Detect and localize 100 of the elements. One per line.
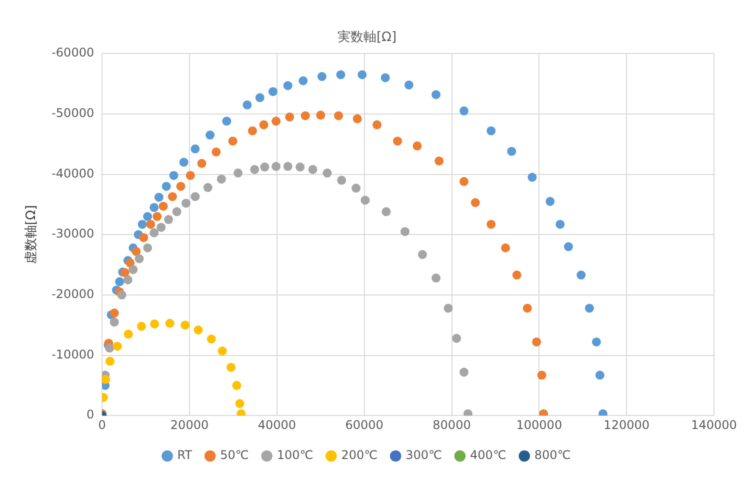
point — [255, 93, 264, 102]
point — [105, 356, 114, 366]
point — [222, 116, 232, 126]
point — [546, 196, 555, 206]
point — [334, 111, 344, 120]
legend-label: 200℃ — [341, 448, 378, 462]
point — [134, 254, 144, 264]
point — [132, 246, 141, 256]
point — [322, 168, 332, 178]
point — [218, 346, 227, 356]
legend-label: 300℃ — [406, 448, 442, 462]
point — [372, 120, 382, 130]
point — [316, 110, 326, 120]
point — [164, 215, 174, 224]
point — [507, 146, 516, 156]
point — [150, 202, 159, 212]
point — [537, 370, 546, 380]
point — [296, 162, 305, 172]
point — [285, 112, 294, 122]
point — [486, 126, 496, 136]
point — [522, 304, 532, 313]
legend-label: 100℃ — [276, 448, 314, 462]
point — [412, 141, 422, 150]
point — [501, 243, 510, 252]
y-axis-title: 虚数軸[Ω] — [24, 205, 40, 264]
point — [432, 90, 441, 100]
point — [358, 70, 367, 80]
point — [380, 73, 390, 82]
point — [232, 380, 242, 390]
point — [532, 337, 542, 346]
point — [272, 162, 281, 171]
point — [393, 136, 402, 146]
y-tick-label: -10000 — [52, 347, 94, 362]
point — [152, 212, 162, 221]
point — [162, 182, 171, 191]
point — [138, 220, 147, 229]
x-tick-label: 60000 — [345, 418, 384, 432]
point — [146, 220, 156, 229]
point — [317, 72, 326, 82]
point — [143, 212, 152, 221]
point — [352, 184, 361, 193]
point — [203, 183, 212, 192]
y-tick-label: -30000 — [52, 226, 94, 241]
point — [592, 337, 601, 346]
point — [336, 70, 346, 80]
x-tick-label: 120000 — [604, 418, 650, 432]
point — [182, 198, 191, 208]
y-tick-label: -50000 — [52, 106, 94, 120]
x-tick-label: 40000 — [258, 418, 296, 432]
point — [180, 320, 190, 330]
point — [470, 198, 480, 208]
point — [595, 370, 604, 380]
y-tick-label: 0 — [86, 408, 94, 422]
point — [115, 277, 124, 286]
x-tick-label: 100000 — [516, 418, 562, 432]
legend-label: 800℃ — [534, 448, 571, 462]
point — [400, 227, 410, 236]
legend-label: 400℃ — [470, 448, 506, 462]
point — [576, 270, 586, 280]
point — [283, 162, 292, 171]
point — [259, 120, 268, 130]
point — [117, 290, 126, 300]
x-tick-label: 20000 — [170, 418, 209, 432]
point — [165, 318, 174, 328]
point — [110, 318, 119, 327]
point — [110, 308, 119, 318]
point — [194, 325, 203, 334]
point — [360, 196, 370, 205]
point — [235, 399, 244, 408]
point — [154, 192, 164, 202]
point — [283, 81, 292, 90]
point — [250, 164, 260, 174]
legend-label: RT — [177, 448, 193, 462]
point — [434, 156, 444, 166]
y-tick-label: -60000 — [52, 46, 94, 60]
point — [206, 334, 216, 344]
point — [528, 172, 537, 182]
point — [190, 192, 200, 202]
point — [190, 144, 200, 154]
point — [105, 344, 114, 353]
point — [352, 114, 362, 124]
x-tick-label: 140000 — [691, 418, 737, 432]
y-tick-label: -20000 — [52, 287, 94, 302]
point — [143, 243, 152, 252]
point — [150, 319, 160, 328]
x-axis-title: 実数軸[Ω] — [337, 29, 397, 46]
point — [212, 147, 221, 156]
point — [169, 170, 178, 180]
point — [337, 176, 346, 185]
point — [268, 87, 278, 96]
point — [308, 164, 318, 174]
point — [260, 162, 270, 172]
point — [242, 100, 252, 110]
point — [156, 222, 166, 232]
y-tick-label: -40000 — [52, 166, 94, 180]
x-tick-label: 0 — [98, 418, 106, 432]
point — [139, 233, 148, 242]
point — [228, 136, 238, 146]
point — [459, 177, 468, 186]
point — [298, 76, 308, 86]
